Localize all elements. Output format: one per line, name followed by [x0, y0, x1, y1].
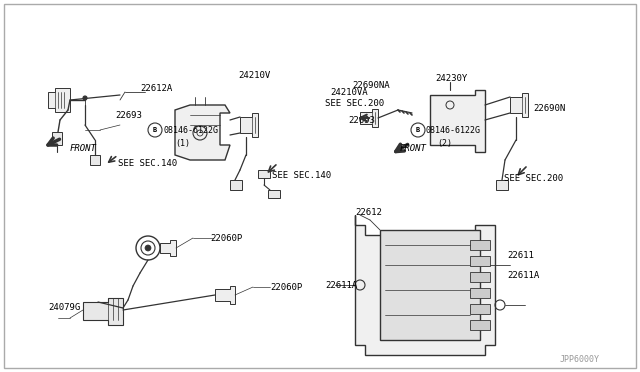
Circle shape: [83, 96, 87, 100]
Text: 22690NA: 22690NA: [352, 80, 390, 90]
Polygon shape: [355, 215, 495, 355]
Text: 22612: 22612: [355, 208, 382, 217]
Polygon shape: [360, 109, 378, 127]
Polygon shape: [380, 230, 480, 340]
Polygon shape: [52, 132, 62, 145]
Polygon shape: [496, 180, 508, 190]
Polygon shape: [470, 256, 490, 266]
Text: SEE SEC.200: SEE SEC.200: [325, 99, 384, 108]
Polygon shape: [90, 155, 100, 165]
Text: 08146-6122G: 08146-6122G: [426, 125, 481, 135]
Text: B: B: [416, 127, 420, 133]
Polygon shape: [470, 320, 490, 330]
Polygon shape: [83, 298, 123, 325]
Text: 22690N: 22690N: [533, 103, 565, 112]
Text: 22693: 22693: [115, 110, 142, 119]
Polygon shape: [175, 105, 230, 160]
Polygon shape: [230, 180, 242, 190]
Text: 24210VA: 24210VA: [330, 87, 367, 96]
Polygon shape: [160, 240, 176, 256]
Text: 22611A: 22611A: [325, 280, 357, 289]
Text: 24079G: 24079G: [48, 304, 80, 312]
Polygon shape: [430, 90, 485, 152]
Text: 22611: 22611: [507, 250, 534, 260]
Text: 24210V: 24210V: [238, 71, 270, 80]
Polygon shape: [268, 190, 280, 198]
Text: 22693: 22693: [348, 115, 375, 125]
Text: 24230Y: 24230Y: [435, 74, 467, 83]
Polygon shape: [470, 240, 490, 250]
Text: FRONT: FRONT: [70, 144, 97, 153]
Polygon shape: [470, 272, 490, 282]
Polygon shape: [258, 170, 270, 178]
Polygon shape: [510, 93, 528, 117]
Text: (2): (2): [437, 138, 452, 148]
Text: B: B: [153, 127, 157, 133]
Text: SEE SEC.140: SEE SEC.140: [118, 158, 177, 167]
Text: 22060P: 22060P: [210, 234, 243, 243]
Text: SEE SEC.140: SEE SEC.140: [272, 170, 331, 180]
Polygon shape: [215, 286, 235, 304]
Text: (1): (1): [175, 138, 190, 148]
Text: SEE SEC.200: SEE SEC.200: [504, 173, 563, 183]
Polygon shape: [470, 304, 490, 314]
Text: FRONT: FRONT: [400, 144, 427, 153]
Polygon shape: [470, 288, 490, 298]
Text: 22611A: 22611A: [507, 270, 540, 279]
Text: 22612A: 22612A: [140, 83, 172, 93]
Text: 22060P: 22060P: [270, 282, 302, 292]
Polygon shape: [48, 88, 70, 112]
Polygon shape: [240, 113, 258, 137]
Text: 08146-6122G: 08146-6122G: [163, 125, 218, 135]
Text: JPP6000Y: JPP6000Y: [560, 356, 600, 365]
Circle shape: [145, 245, 151, 251]
